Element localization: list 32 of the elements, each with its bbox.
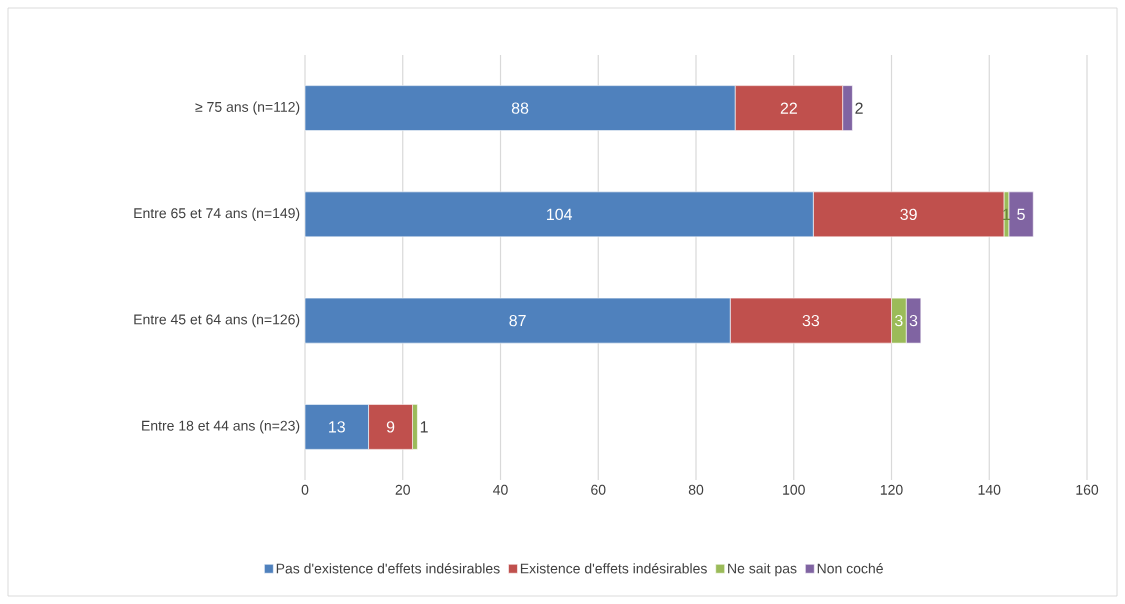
x-tick-label: 0 <box>301 484 309 495</box>
legend-label: Existence d'effets indésirables <box>520 563 707 574</box>
data-label: 33 <box>802 314 820 327</box>
data-label: 1 <box>1003 208 1011 220</box>
x-tick-label: 40 <box>493 484 508 495</box>
legend-label: Non coché <box>817 563 883 574</box>
data-label: 87 <box>509 314 526 327</box>
bar <box>1008 191 1034 238</box>
data-label: 13 <box>329 421 345 433</box>
data-label: 3 <box>909 314 918 327</box>
legend-label: Ne sait pas <box>728 563 797 577</box>
data-label: 22 <box>780 102 797 114</box>
y-tick-label: Entre 45 et 64 ans (n=126) <box>134 314 300 328</box>
x-tick-label: 60 <box>591 484 606 495</box>
y-tick-label: ≥ 75 ans (n=112) <box>195 101 300 115</box>
x-tick-label: 100 <box>783 484 805 495</box>
x-tick-label: 120 <box>880 484 903 495</box>
data-label: 9 <box>386 421 395 433</box>
data-label: 39 <box>900 208 917 221</box>
data-label: 104 <box>547 208 573 221</box>
data-label: 3 <box>895 314 903 327</box>
data-label: 88 <box>511 102 529 114</box>
legend-label: Pas d'existence d'effets indésirables <box>276 563 500 574</box>
x-tick-label: 20 <box>395 484 410 495</box>
data-label: 1 <box>420 421 428 433</box>
y-tick-label: Entre 65 et 74 ans (n=149) <box>134 207 300 221</box>
x-tick-label: 80 <box>688 484 704 495</box>
x-tick-label: 160 <box>1076 484 1099 495</box>
data-label: 5 <box>1017 208 1025 220</box>
x-tick-label: 140 <box>978 484 1001 495</box>
y-tick-label: Entre 18 et 44 ans (n=23) <box>142 420 300 434</box>
data-label: 2 <box>855 102 863 114</box>
